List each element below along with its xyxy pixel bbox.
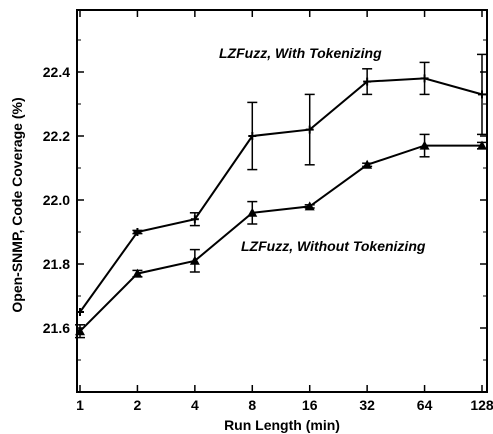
series-line — [79, 77, 483, 313]
y-axis-ticks: 21.6 21.8 22.0 22.2 22.4 — [43, 39, 487, 361]
series-line — [79, 144, 482, 332]
triangle-marker — [189, 255, 200, 265]
triangle-marker — [247, 207, 258, 217]
triangle-marker — [132, 268, 143, 278]
y-tick-label: 21.8 — [43, 256, 70, 272]
series-layer — [75, 53, 487, 339]
x-tick-label: 4 — [191, 397, 199, 413]
triangle-marker — [362, 159, 373, 169]
x-axis-title: Run Length (min) — [224, 417, 340, 433]
x-tick-label: 64 — [417, 397, 433, 413]
y-tick-label: 22.4 — [43, 64, 70, 80]
x-axis-ticks: 1 2 4 8 16 32 64 128 — [76, 10, 493, 413]
x-tick-label: 16 — [302, 397, 318, 413]
x-tick-label: 32 — [359, 397, 375, 413]
x-tick-label: 8 — [248, 397, 256, 413]
x-tick-label: 2 — [134, 397, 142, 413]
x-tick-label: 128 — [470, 397, 493, 413]
triangle-marker — [477, 140, 487, 150]
triangle-marker — [75, 326, 85, 336]
x-tick-label: 1 — [76, 397, 84, 413]
annotation-without-tokenizing: LZFuzz, Without Tokenizing — [241, 238, 426, 254]
y-tick-label: 22.2 — [43, 128, 70, 144]
y-axis-title: Open-SNMP, Code Coverage (%) — [9, 97, 25, 312]
y-tick-label: 22.0 — [43, 192, 70, 208]
plot-frame — [76, 9, 488, 393]
annotation-with-tokenizing: LZFuzz, With Tokenizing — [219, 45, 382, 61]
triangle-marker — [304, 201, 315, 211]
triangle-marker — [419, 140, 430, 150]
y-tick-label: 21.6 — [43, 320, 70, 336]
